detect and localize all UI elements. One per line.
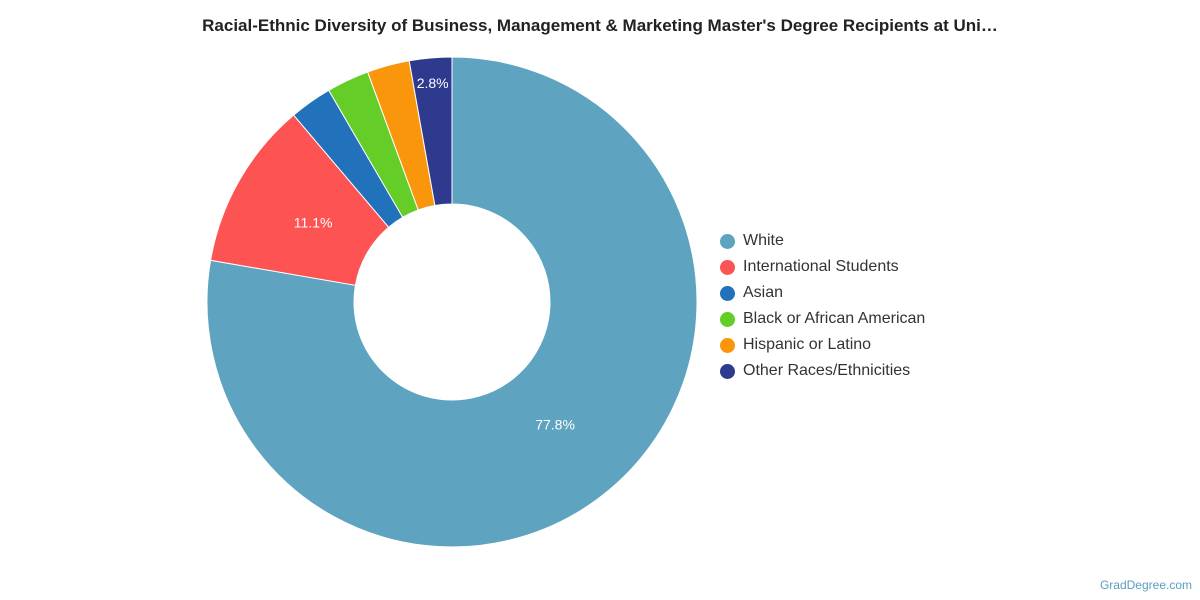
legend-item[interactable]: International Students [720,254,925,280]
legend-marker-icon [720,285,735,301]
slice-white[interactable] [206,56,698,548]
legend-item[interactable]: Other Races/Ethnicities [720,358,925,384]
legend-label: Other Races/Ethnicities [743,362,911,379]
legend-label: Hispanic or Latino [743,336,872,353]
legend-label: Black or African American [743,310,926,327]
legend-item[interactable]: Black or African American [720,306,925,332]
data-label: 11.1% [294,215,333,231]
legend-marker-icon [720,311,735,327]
source-credit[interactable]: GradDegree.com [1099,578,1192,592]
slice-other-races-ethnicities[interactable] [408,56,453,207]
legend-marker-icon [720,259,735,275]
slice-international-students[interactable] [209,114,390,286]
legend-label: Asian [743,284,784,301]
data-label: 77.8% [535,416,575,432]
legend-marker-icon [720,337,735,353]
data-label: 2.8% [417,75,449,91]
legend-item[interactable]: Asian [720,280,925,306]
legend-label: White [743,232,784,249]
chart-legend: White International Students Asian Black or… [720,228,925,384]
legend-label: International Students [743,258,899,275]
legend-item[interactable]: Hispanic or Latino [720,332,925,358]
legend-item[interactable]: White [720,228,925,254]
legend-marker-icon [720,363,735,379]
chart-title: Racial-Ethnic Diversity of Business, Man… [202,16,998,35]
legend-marker-icon [720,233,735,249]
